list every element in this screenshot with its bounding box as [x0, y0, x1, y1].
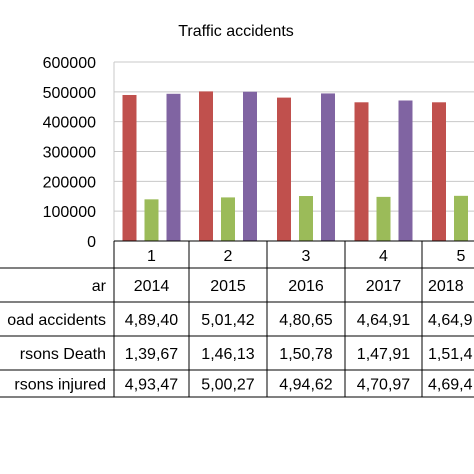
x-category-label: 3 — [302, 248, 311, 265]
table-cell: 4,89,40 — [125, 312, 178, 329]
table-cell: 2016 — [288, 278, 324, 295]
x-category-label: 4 — [379, 248, 388, 265]
y-tick-label: 100000 — [43, 204, 96, 221]
table-cell: 4,94,62 — [279, 377, 332, 394]
bar — [243, 91, 257, 242]
table-cell: 1,47,91 — [357, 346, 410, 363]
bar — [277, 97, 291, 242]
bar — [221, 197, 235, 241]
bar — [199, 91, 213, 241]
y-tick-label: 200000 — [43, 174, 96, 191]
bars — [122, 91, 468, 242]
table-cell: 4,64,91 — [357, 312, 410, 329]
table-cell: 1,46,13 — [201, 346, 254, 363]
table-cell: 5,00,27 — [201, 377, 254, 394]
x-category-label: 1 — [147, 248, 156, 265]
y-tick-label: 300000 — [43, 145, 96, 162]
table-cell: 2018 — [428, 278, 464, 295]
table-cell: 4,69,4 — [428, 377, 473, 394]
y-tick-label: 400000 — [43, 115, 96, 132]
x-category-label: 5 — [457, 248, 466, 265]
table-row-label: rsons injured — [14, 377, 106, 394]
table-row-label: oad accidents — [7, 312, 106, 329]
table-cell: 2017 — [366, 278, 402, 295]
bar — [299, 196, 313, 241]
table-cell: 2014 — [134, 278, 170, 295]
table-cell: 4,70,97 — [357, 377, 410, 394]
bar — [376, 196, 391, 241]
table-cell: 4,93,47 — [125, 377, 178, 394]
y-tick-label: 0 — [87, 234, 96, 251]
bar — [354, 102, 369, 241]
data-table: 1 2 3 4 5 ar oad accidents rsons Death rsons inj… — [0, 240, 474, 398]
bar — [398, 100, 413, 241]
y-axis-ticks: 600000 500000 400000 300000 200000 100000 0 — [43, 55, 96, 251]
y-tick-label: 600000 — [43, 55, 96, 72]
y-tick-label: 500000 — [43, 85, 96, 102]
table-cell: 4,64,9 — [428, 312, 473, 329]
table-cell: 1,39,67 — [125, 346, 178, 363]
bar — [432, 102, 446, 241]
table-cell: 2015 — [210, 278, 246, 295]
x-category-label: 2 — [224, 248, 233, 265]
table-row-label: ar — [92, 278, 107, 295]
bar — [321, 93, 335, 241]
bar — [122, 94, 137, 241]
bar — [454, 195, 468, 241]
chart-title: Traffic accidents — [178, 23, 294, 40]
table-cell: 1,50,78 — [279, 346, 332, 363]
bar — [144, 199, 159, 241]
table-cell: 5,01,42 — [201, 312, 254, 329]
bar — [166, 93, 181, 241]
table-row-label: rsons Death — [20, 346, 106, 363]
table-cell: 4,80,65 — [279, 312, 332, 329]
table-cell: 1,51,4 — [428, 346, 473, 363]
